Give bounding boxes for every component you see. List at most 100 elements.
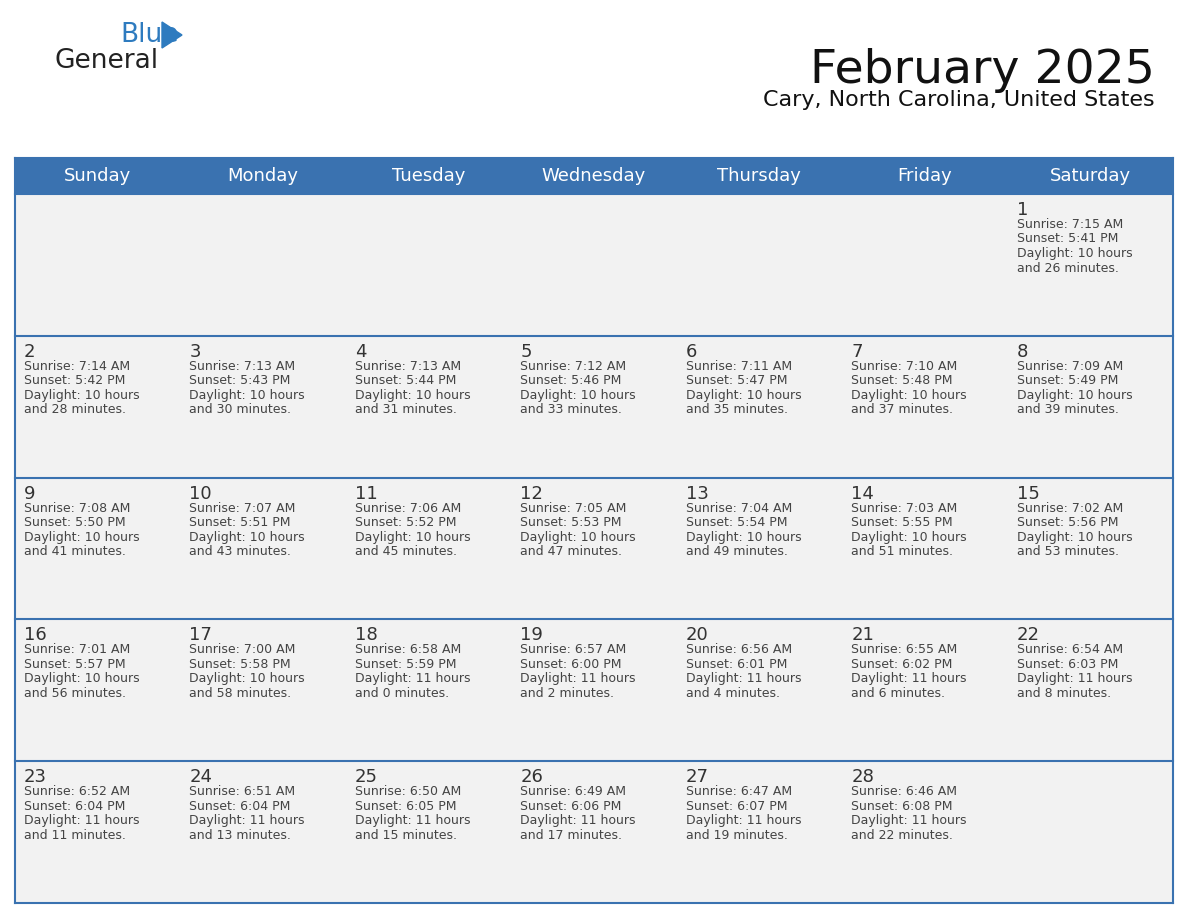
Text: 16: 16 (24, 626, 46, 644)
Text: 4: 4 (355, 342, 366, 361)
Text: Daylight: 11 hours: Daylight: 11 hours (851, 814, 967, 827)
Text: Daylight: 10 hours: Daylight: 10 hours (355, 531, 470, 543)
Text: 13: 13 (685, 485, 708, 502)
Text: and 26 minutes.: and 26 minutes. (1017, 262, 1118, 274)
Text: 20: 20 (685, 626, 708, 644)
Text: Daylight: 11 hours: Daylight: 11 hours (355, 814, 470, 827)
Text: 23: 23 (24, 768, 48, 786)
Text: and 37 minutes.: and 37 minutes. (851, 403, 953, 416)
Text: and 35 minutes.: and 35 minutes. (685, 403, 788, 416)
Text: General: General (55, 48, 159, 74)
Text: 9: 9 (24, 485, 36, 502)
Text: Sunrise: 6:46 AM: Sunrise: 6:46 AM (851, 785, 958, 798)
Text: Blue: Blue (120, 22, 178, 48)
Text: Daylight: 10 hours: Daylight: 10 hours (520, 389, 636, 402)
Text: Sunset: 5:55 PM: Sunset: 5:55 PM (851, 516, 953, 529)
Text: Sunrise: 7:15 AM: Sunrise: 7:15 AM (1017, 218, 1123, 231)
Text: Sunset: 6:04 PM: Sunset: 6:04 PM (189, 800, 291, 812)
Text: Sunrise: 7:01 AM: Sunrise: 7:01 AM (24, 644, 131, 656)
Text: 21: 21 (851, 626, 874, 644)
Text: Sunset: 6:06 PM: Sunset: 6:06 PM (520, 800, 621, 812)
Text: 28: 28 (851, 768, 874, 786)
Text: Daylight: 10 hours: Daylight: 10 hours (1017, 247, 1132, 260)
Text: Wednesday: Wednesday (542, 167, 646, 185)
Text: Daylight: 10 hours: Daylight: 10 hours (1017, 389, 1132, 402)
Text: Sunset: 5:41 PM: Sunset: 5:41 PM (1017, 232, 1118, 245)
Text: Monday: Monday (228, 167, 298, 185)
Text: Sunrise: 7:07 AM: Sunrise: 7:07 AM (189, 501, 296, 515)
Text: Daylight: 10 hours: Daylight: 10 hours (851, 531, 967, 543)
Text: Daylight: 11 hours: Daylight: 11 hours (520, 672, 636, 686)
Text: Sunset: 5:44 PM: Sunset: 5:44 PM (355, 375, 456, 387)
Text: and 15 minutes.: and 15 minutes. (355, 829, 457, 842)
Text: Sunset: 5:53 PM: Sunset: 5:53 PM (520, 516, 621, 529)
Text: Daylight: 10 hours: Daylight: 10 hours (851, 389, 967, 402)
Bar (15, 620, 1173, 761)
Text: and 11 minutes.: and 11 minutes. (24, 829, 126, 842)
Text: Sunrise: 7:11 AM: Sunrise: 7:11 AM (685, 360, 792, 373)
Text: 18: 18 (355, 626, 378, 644)
Text: 22: 22 (1017, 626, 1040, 644)
Text: Sunset: 5:52 PM: Sunset: 5:52 PM (355, 516, 456, 529)
Text: and 51 minutes.: and 51 minutes. (851, 545, 953, 558)
Text: Sunset: 6:05 PM: Sunset: 6:05 PM (355, 800, 456, 812)
Text: Sunset: 5:57 PM: Sunset: 5:57 PM (24, 658, 126, 671)
Text: Sunrise: 7:05 AM: Sunrise: 7:05 AM (520, 501, 626, 515)
Text: Sunrise: 6:57 AM: Sunrise: 6:57 AM (520, 644, 626, 656)
Text: 26: 26 (520, 768, 543, 786)
Text: Daylight: 11 hours: Daylight: 11 hours (685, 814, 801, 827)
Text: and 28 minutes.: and 28 minutes. (24, 403, 126, 416)
Text: 7: 7 (851, 342, 862, 361)
Text: Sunset: 5:56 PM: Sunset: 5:56 PM (1017, 516, 1118, 529)
Text: and 0 minutes.: and 0 minutes. (355, 687, 449, 700)
Text: Sunrise: 7:03 AM: Sunrise: 7:03 AM (851, 501, 958, 515)
Text: Sunset: 5:47 PM: Sunset: 5:47 PM (685, 375, 788, 387)
Text: 6: 6 (685, 342, 697, 361)
Text: 27: 27 (685, 768, 709, 786)
Text: and 47 minutes.: and 47 minutes. (520, 545, 623, 558)
Text: Sunrise: 7:02 AM: Sunrise: 7:02 AM (1017, 501, 1123, 515)
Text: Sunrise: 7:13 AM: Sunrise: 7:13 AM (189, 360, 296, 373)
Text: Sunrise: 7:04 AM: Sunrise: 7:04 AM (685, 501, 792, 515)
Text: Sunset: 6:03 PM: Sunset: 6:03 PM (1017, 658, 1118, 671)
Text: 5: 5 (520, 342, 532, 361)
Text: and 41 minutes.: and 41 minutes. (24, 545, 126, 558)
Text: Sunset: 6:07 PM: Sunset: 6:07 PM (685, 800, 788, 812)
Text: Sunset: 5:54 PM: Sunset: 5:54 PM (685, 516, 788, 529)
Text: Daylight: 11 hours: Daylight: 11 hours (355, 672, 470, 686)
Text: 3: 3 (189, 342, 201, 361)
Text: Daylight: 10 hours: Daylight: 10 hours (355, 389, 470, 402)
Text: Sunset: 5:46 PM: Sunset: 5:46 PM (520, 375, 621, 387)
Text: Sunset: 5:42 PM: Sunset: 5:42 PM (24, 375, 126, 387)
Text: 8: 8 (1017, 342, 1028, 361)
Text: and 2 minutes.: and 2 minutes. (520, 687, 614, 700)
Text: Sunrise: 6:56 AM: Sunrise: 6:56 AM (685, 644, 792, 656)
Text: Daylight: 10 hours: Daylight: 10 hours (1017, 531, 1132, 543)
Text: 17: 17 (189, 626, 213, 644)
Text: and 30 minutes.: and 30 minutes. (189, 403, 291, 416)
Text: Sunset: 5:58 PM: Sunset: 5:58 PM (189, 658, 291, 671)
Text: Sunset: 6:01 PM: Sunset: 6:01 PM (685, 658, 788, 671)
Text: Sunrise: 7:10 AM: Sunrise: 7:10 AM (851, 360, 958, 373)
Text: 2: 2 (24, 342, 36, 361)
Text: Sunrise: 7:00 AM: Sunrise: 7:00 AM (189, 644, 296, 656)
Text: and 4 minutes.: and 4 minutes. (685, 687, 779, 700)
Text: Sunset: 6:08 PM: Sunset: 6:08 PM (851, 800, 953, 812)
Text: Daylight: 11 hours: Daylight: 11 hours (520, 814, 636, 827)
Text: Sunrise: 7:09 AM: Sunrise: 7:09 AM (1017, 360, 1123, 373)
Text: Sunrise: 6:52 AM: Sunrise: 6:52 AM (24, 785, 131, 798)
Text: Thursday: Thursday (718, 167, 802, 185)
Text: and 58 minutes.: and 58 minutes. (189, 687, 291, 700)
Text: Tuesday: Tuesday (392, 167, 466, 185)
Text: and 22 minutes.: and 22 minutes. (851, 829, 953, 842)
Text: and 45 minutes.: and 45 minutes. (355, 545, 457, 558)
Text: 15: 15 (1017, 485, 1040, 502)
Text: and 8 minutes.: and 8 minutes. (1017, 687, 1111, 700)
Text: Sunset: 5:43 PM: Sunset: 5:43 PM (189, 375, 291, 387)
Text: 25: 25 (355, 768, 378, 786)
Text: Sunrise: 7:14 AM: Sunrise: 7:14 AM (24, 360, 131, 373)
Bar (15, 336, 1173, 477)
Text: Daylight: 10 hours: Daylight: 10 hours (24, 531, 140, 543)
Text: Sunset: 6:00 PM: Sunset: 6:00 PM (520, 658, 621, 671)
Text: Sunset: 5:48 PM: Sunset: 5:48 PM (851, 375, 953, 387)
